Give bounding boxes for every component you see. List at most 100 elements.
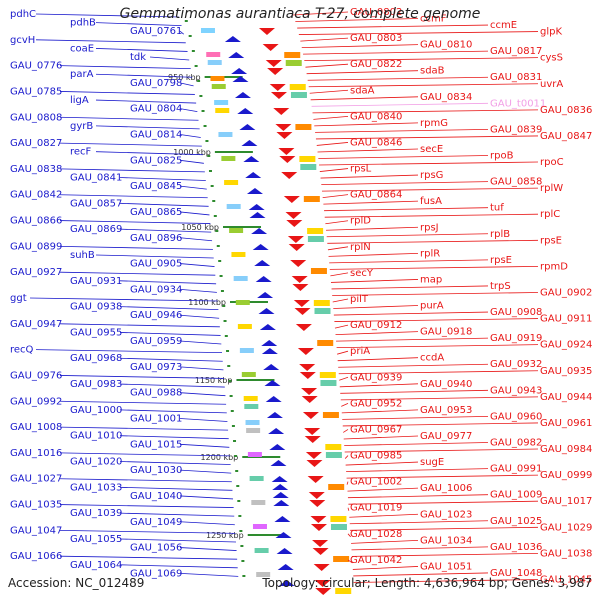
cog-block	[237, 324, 252, 329]
reverse-gene-mark	[310, 524, 327, 531]
minor-tick	[228, 380, 232, 382]
forward-gene-mark	[274, 516, 291, 522]
forward-gene-mark	[243, 156, 260, 162]
cog-block	[210, 76, 225, 81]
right-label-connector	[345, 461, 419, 466]
right-label-connector	[352, 566, 419, 570]
left-label-connector	[179, 547, 237, 551]
right-gene-label: pilT	[350, 294, 369, 305]
left-gene-label: tdk	[130, 52, 146, 63]
left-label-connector	[119, 409, 227, 414]
minor-tick	[216, 245, 220, 247]
left-label-connector	[35, 39, 186, 44]
forward-gene-mark	[255, 276, 272, 282]
minor-tick	[233, 440, 237, 442]
left-label-connector	[95, 151, 203, 156]
cog-block	[289, 84, 306, 90]
kbp-tick-label: 1000 kbp	[173, 148, 211, 157]
cog-block	[319, 372, 336, 378]
cog-block	[317, 340, 334, 346]
reverse-gene-mark	[273, 108, 290, 115]
right-gene-label: GAU_1034	[420, 535, 472, 546]
minor-tick	[234, 455, 238, 457]
right-label-connector	[330, 272, 349, 277]
right-label-connector	[293, 11, 349, 16]
cog-block	[307, 228, 324, 234]
reverse-gene-mark	[312, 540, 329, 547]
cog-block	[218, 132, 233, 137]
right-gene-label: GAU_0939	[350, 372, 402, 383]
genome-title: Gemmatimonas aurantiaca T-27, complete g…	[119, 6, 481, 22]
right-gene-label: GAU_0908	[490, 307, 542, 318]
right-gene-label: glpK	[540, 27, 562, 38]
right-label-connector	[329, 259, 489, 264]
right-label-connector	[305, 63, 349, 68]
reverse-gene-mark	[288, 244, 305, 251]
cog-block	[247, 452, 262, 457]
left-gene-label: GAU_1069	[130, 568, 182, 579]
left-gene-label: GAU_0896	[130, 233, 182, 244]
right-gene-label: GAU_0802	[350, 7, 402, 18]
minor-tick	[227, 365, 231, 367]
minor-tick	[229, 395, 233, 397]
right-gene-label: GAU_0918	[420, 327, 472, 338]
right-gene-label: GAU_1029	[540, 522, 592, 533]
left-gene-label: GAU_1015	[130, 439, 182, 450]
right-label-connector	[295, 18, 419, 22]
right-gene-label: rplC	[540, 209, 560, 220]
right-gene-label: rpsE	[490, 255, 512, 266]
forward-gene-mark	[245, 172, 262, 178]
left-label-connector	[119, 177, 206, 181]
forward-gene-mark	[261, 348, 278, 354]
right-label-connector	[347, 494, 489, 499]
right-label-connector	[344, 455, 349, 459]
right-label-connector	[321, 181, 489, 185]
right-label-connector	[348, 500, 539, 505]
left-gene-label: gcvH	[10, 35, 35, 46]
right-gene-label: GAU_0810	[420, 40, 472, 51]
forward-gene-mark	[257, 292, 274, 298]
minor-tick	[199, 95, 203, 97]
left-gene-label: GAU_1020	[70, 457, 122, 468]
left-label-connector	[179, 366, 224, 371]
left-label-connector	[59, 478, 232, 483]
left-label-connector	[179, 159, 204, 164]
minor-tick	[197, 80, 201, 82]
left-label-connector	[179, 185, 207, 190]
minor-tick	[212, 200, 216, 202]
right-label-connector	[353, 579, 539, 583]
left-label-connector	[59, 555, 238, 560]
reverse-gene-mark	[262, 44, 279, 51]
right-label-connector	[351, 539, 419, 544]
right-gene-label: GAU_0912	[350, 320, 402, 331]
left-gene-label: GAU_1000	[70, 405, 122, 416]
left-gene-label: GAU_1040	[130, 491, 182, 502]
right-gene-label: GAU_0977	[420, 431, 472, 442]
right-gene-label: secY	[350, 268, 374, 279]
right-gene-label: ccmF	[420, 14, 447, 25]
reverse-gene-mark	[278, 148, 295, 155]
left-label-connector	[119, 383, 225, 388]
left-label-connector	[119, 564, 238, 569]
right-gene-label: GAU_0960	[490, 411, 542, 422]
right-label-connector	[298, 31, 539, 35]
left-gene-label: GAU_0866	[10, 216, 62, 227]
right-gene-label: GAU_0991	[490, 464, 542, 475]
forward-gene-mark	[224, 36, 241, 42]
right-gene-label: ccdA	[420, 353, 444, 364]
right-label-connector	[340, 389, 489, 394]
right-gene-label: uvrA	[540, 79, 563, 90]
right-label-connector	[314, 122, 419, 127]
right-label-connector	[353, 572, 489, 577]
right-label-connector	[339, 376, 349, 381]
left-label-connector	[59, 91, 195, 95]
minor-tick	[230, 410, 234, 412]
left-label-connector	[59, 271, 216, 276]
cog-block	[249, 476, 264, 481]
minor-tick	[207, 155, 211, 157]
accession-label: Accession: NC_012489	[8, 576, 145, 590]
reverse-gene-mark	[304, 428, 321, 435]
left-label-connector	[179, 521, 235, 526]
forward-gene-mark	[278, 580, 295, 586]
